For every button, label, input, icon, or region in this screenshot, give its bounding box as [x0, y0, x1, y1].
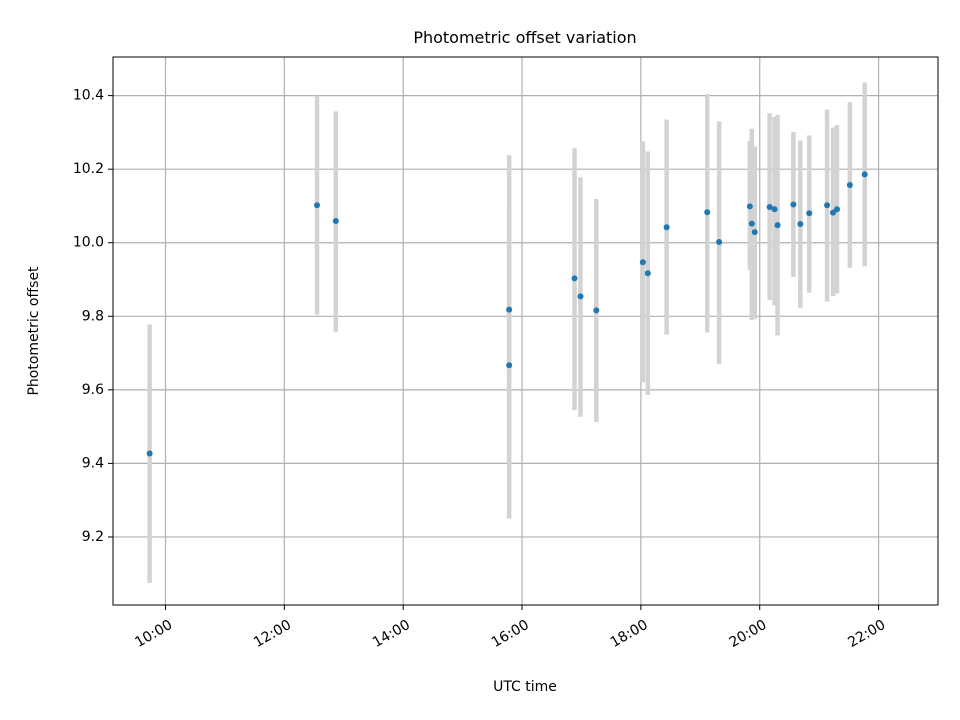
data-point — [332, 218, 339, 225]
data-point — [146, 450, 153, 457]
data-point — [771, 206, 778, 213]
y-tick-label: 10.2 — [73, 161, 104, 177]
axes-frame — [112, 56, 939, 606]
y-tick-label: 10.0 — [73, 235, 104, 251]
data-point — [639, 259, 646, 266]
data-point — [806, 210, 813, 217]
data-point — [593, 307, 600, 314]
data-point — [506, 362, 513, 369]
data-point — [830, 209, 837, 216]
y-tick-label: 10.4 — [73, 88, 104, 104]
y-tick-label: 9.6 — [82, 382, 104, 398]
data-point — [751, 229, 758, 236]
y-axis-label: Photometric offset — [26, 266, 42, 396]
data-point — [577, 293, 584, 300]
data-point — [746, 203, 753, 210]
data-points — [146, 171, 868, 457]
data-point — [797, 220, 804, 227]
data-point — [314, 202, 321, 209]
x-axis-label: UTC time — [493, 679, 557, 695]
data-point — [833, 206, 840, 213]
y-tick-label: 9.8 — [82, 308, 104, 324]
plot-area — [113, 57, 938, 605]
data-point — [704, 209, 711, 216]
data-point — [861, 171, 868, 178]
chart-title: Photometric offset variation — [413, 28, 636, 47]
y-axis-ticks: 9.2 9.4 9.6 9.8 10.0 10.2 10.4 — [73, 88, 113, 545]
data-point — [790, 201, 797, 208]
grid — [113, 57, 938, 605]
data-point — [663, 224, 670, 231]
data-point — [644, 270, 651, 277]
data-point — [846, 181, 853, 188]
data-point — [824, 202, 831, 209]
data-point — [774, 222, 781, 229]
y-tick-label: 9.4 — [82, 455, 104, 471]
data-point — [571, 275, 578, 282]
y-tick-label: 9.2 — [82, 529, 104, 545]
data-point — [716, 238, 723, 245]
data-point — [506, 306, 513, 313]
data-point — [766, 204, 773, 211]
data-point — [748, 220, 755, 227]
